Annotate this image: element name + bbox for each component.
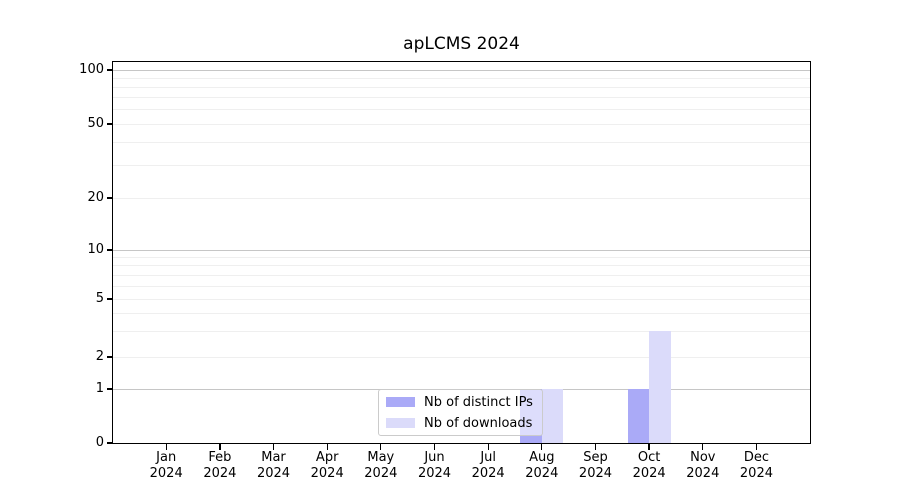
x-tick-year: 2024 bbox=[256, 465, 291, 481]
x-tick-year: 2024 bbox=[686, 465, 720, 481]
x-tick-label-may-2024: May 2024 bbox=[341, 450, 421, 481]
x-tick-month: Jun bbox=[424, 450, 445, 465]
x-tick-sep-2024 bbox=[594, 443, 597, 450]
x-tick-year: 2024 bbox=[417, 465, 452, 481]
legend-swatch-nb-of-downloads bbox=[386, 418, 415, 428]
plot-border bbox=[112, 60, 811, 444]
x-tick-year: 2024 bbox=[364, 465, 398, 481]
x-tick-label-aug-2024: Aug 2024 bbox=[502, 450, 582, 481]
x-tick-year: 2024 bbox=[471, 465, 505, 481]
legend-label-nb-of-downloads: Nb of downloads bbox=[424, 415, 533, 431]
x-tick-label-mar-2024: Mar 2024 bbox=[234, 450, 314, 481]
x-tick-label-jan-2024: Jan 2024 bbox=[126, 450, 206, 481]
y-tick-label-20: 20 bbox=[87, 190, 104, 205]
y-tick-label-5: 5 bbox=[95, 291, 104, 306]
x-tick-year: 2024 bbox=[149, 465, 183, 481]
x-tick-mar-2024 bbox=[272, 443, 275, 450]
x-tick-year: 2024 bbox=[739, 465, 773, 481]
legend-entry-nb-of-downloads: Nb of downloads bbox=[386, 414, 542, 432]
legend: Nb of distinct IPs Nb of downloads bbox=[378, 389, 543, 436]
x-tick-label-sep-2024: Sep 2024 bbox=[555, 450, 635, 481]
x-tick-jul-2024 bbox=[487, 443, 489, 450]
x-tick-aug-2024 bbox=[541, 443, 543, 450]
y-tick-label-0: 0 bbox=[95, 435, 104, 450]
x-tick-label-apr-2024: Apr 2024 bbox=[287, 450, 367, 481]
x-tick-label-jul-2024: Jul 2024 bbox=[448, 450, 528, 481]
x-tick-apr-2024 bbox=[326, 443, 328, 450]
x-tick-nov-2024 bbox=[702, 443, 704, 450]
x-tick-year: 2024 bbox=[632, 465, 666, 481]
x-tick-year: 2024 bbox=[525, 465, 559, 481]
x-tick-year: 2024 bbox=[578, 465, 613, 481]
x-tick-jan-2024 bbox=[165, 443, 167, 450]
legend-entry-nb-of-distinct-ips: Nb of distinct IPs bbox=[386, 393, 542, 411]
y-tick-label-10: 10 bbox=[87, 242, 104, 257]
x-tick-year: 2024 bbox=[310, 465, 344, 481]
x-tick-oct-2024 bbox=[648, 443, 650, 450]
chart-title: apLCMS 2024 bbox=[403, 34, 520, 54]
y-tick-label-2: 2 bbox=[95, 349, 104, 364]
x-tick-may-2024 bbox=[380, 443, 382, 450]
x-tick-month: Aug bbox=[529, 450, 555, 465]
x-tick-month: Oct bbox=[637, 450, 661, 465]
x-tick-label-nov-2024: Nov 2024 bbox=[663, 450, 743, 481]
x-tick-label-feb-2024: Feb 2024 bbox=[180, 450, 260, 481]
y-tick-label-50: 50 bbox=[87, 116, 104, 131]
x-tick-month: May bbox=[367, 450, 395, 465]
x-tick-month: Nov bbox=[690, 450, 716, 465]
x-tick-feb-2024 bbox=[219, 443, 221, 450]
x-tick-label-dec-2024: Dec 2024 bbox=[716, 450, 796, 481]
x-tick-month: Jul bbox=[480, 450, 496, 465]
x-tick-year: 2024 bbox=[203, 465, 237, 481]
x-tick-month: Dec bbox=[743, 450, 770, 465]
x-tick-label-jun-2024: Jun 2024 bbox=[395, 450, 475, 481]
x-tick-month: Feb bbox=[208, 450, 232, 465]
x-tick-month: Jan bbox=[156, 450, 177, 465]
legend-label-nb-of-distinct-ips: Nb of distinct IPs bbox=[424, 394, 533, 410]
x-tick-jun-2024 bbox=[433, 443, 436, 450]
x-tick-month: Mar bbox=[261, 450, 286, 465]
x-tick-month: Sep bbox=[583, 450, 608, 465]
legend-swatch-nb-of-distinct-ips bbox=[386, 397, 415, 407]
x-tick-label-oct-2024: Oct 2024 bbox=[609, 450, 689, 481]
y-tick-label-1: 1 bbox=[95, 381, 104, 396]
y-tick-label-100: 100 bbox=[79, 62, 104, 77]
x-tick-dec-2024 bbox=[755, 443, 758, 450]
x-tick-month: Apr bbox=[315, 450, 339, 465]
